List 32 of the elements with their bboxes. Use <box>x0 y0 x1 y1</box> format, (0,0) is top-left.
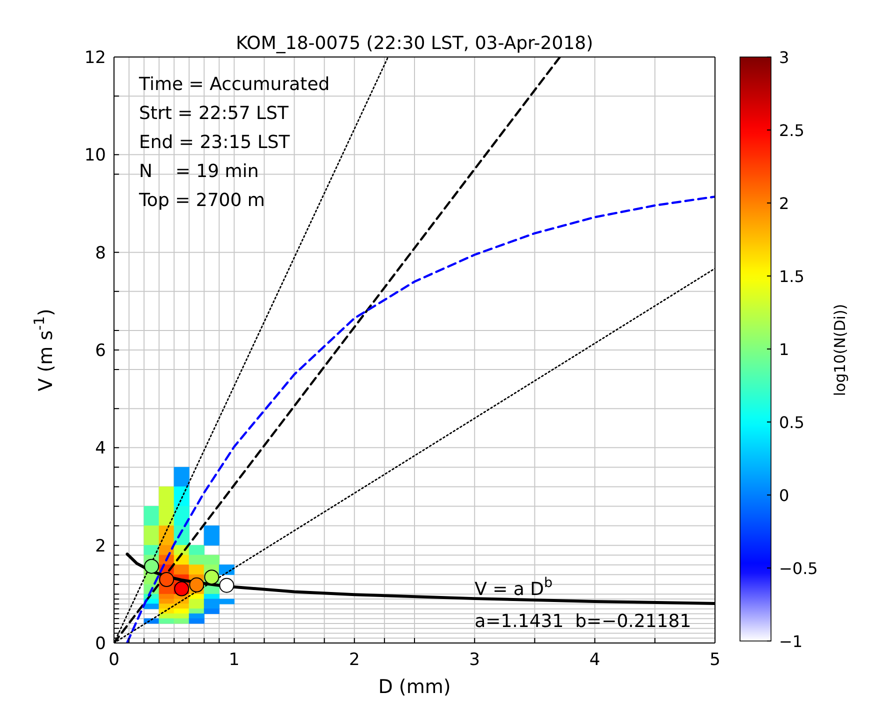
annotation: N = 19 min <box>139 161 259 182</box>
y-tick-label: 10 <box>84 146 106 166</box>
color-bar-label: 1.5 <box>779 267 804 286</box>
color-bar-label: 0.5 <box>779 413 804 432</box>
annotation: Time = Accumurated <box>138 74 330 95</box>
color-bar-label: −0.5 <box>779 559 818 578</box>
color-bar-title: log10(N(Di)) <box>831 304 849 396</box>
chart-title: KOM_18-0075 (22:30 LST, 03-Apr-2018) <box>236 33 594 54</box>
y-tick-label: 12 <box>84 48 106 68</box>
color-bar-label: 2 <box>779 194 790 213</box>
y-tick-label: 6 <box>95 341 106 361</box>
x-tick-label: 0 <box>108 650 120 670</box>
annotation: a=1.1431 b=−0.21181 <box>474 611 692 632</box>
annotation: V = a D$^{b}$ <box>474 575 553 600</box>
y-tick-label: 8 <box>95 243 106 264</box>
x-tick-label: 5 <box>710 650 720 670</box>
y-tick-label: 0 <box>95 634 106 654</box>
x-axis-title: D (mm) <box>378 676 451 698</box>
annotation: End = 23:15 LST <box>139 132 291 153</box>
color-bar-label: 2.5 <box>779 121 804 140</box>
x-tick-label: 2 <box>348 650 360 670</box>
color-bar-label: 0 <box>779 486 790 505</box>
x-tick-label: 1 <box>228 650 240 670</box>
x-tick-label: 4 <box>589 650 600 670</box>
annotation: Strt = 22:57 LST <box>139 103 290 124</box>
color-bar-label: −1 <box>779 632 803 651</box>
color-bar-label: 1 <box>779 340 790 359</box>
annotation: Top = 2700 m <box>138 190 265 211</box>
y-tick-label: 2 <box>95 536 106 556</box>
color-bar-label: 3 <box>779 48 790 67</box>
x-tick-label: 3 <box>469 650 480 670</box>
y-tick-label: 4 <box>95 438 106 459</box>
